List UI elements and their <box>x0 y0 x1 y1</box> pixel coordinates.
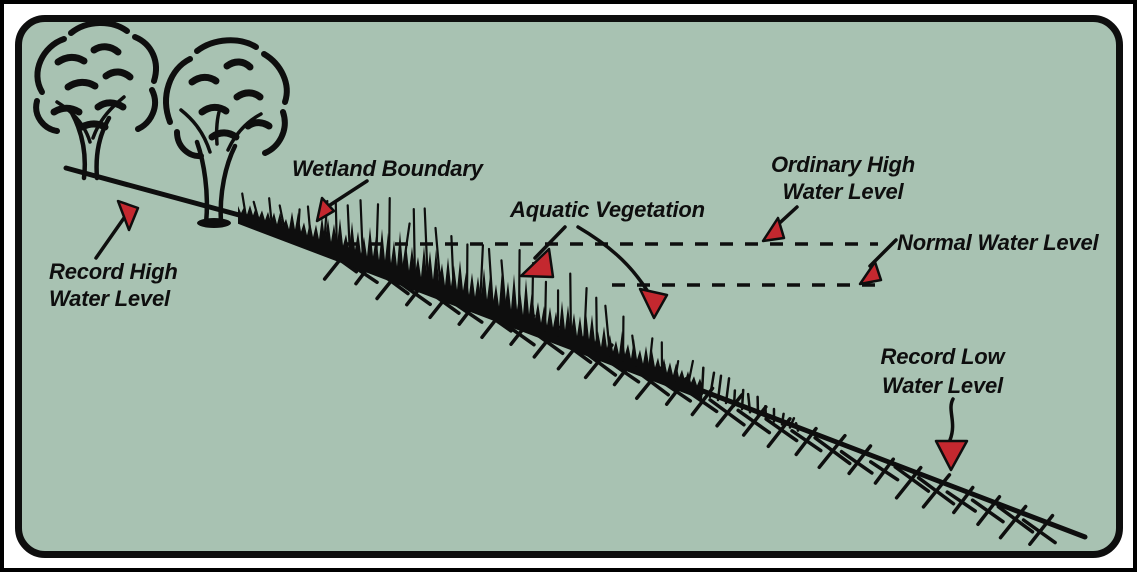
label-record-high-water-level: Record High Water Level <box>49 259 178 311</box>
diagram-panel <box>15 15 1123 558</box>
label-wetland-boundary: Wetland Boundary <box>292 156 483 181</box>
label-ordinary-high-water-level: Ordinary High Water Level <box>770 152 916 204</box>
label-normal-water-level: Normal Water Level <box>897 230 1099 255</box>
label-record-low-water-level: Record Low Water Level <box>880 344 1005 398</box>
label-aquatic-vegetation: Aquatic Vegetation <box>510 197 705 222</box>
